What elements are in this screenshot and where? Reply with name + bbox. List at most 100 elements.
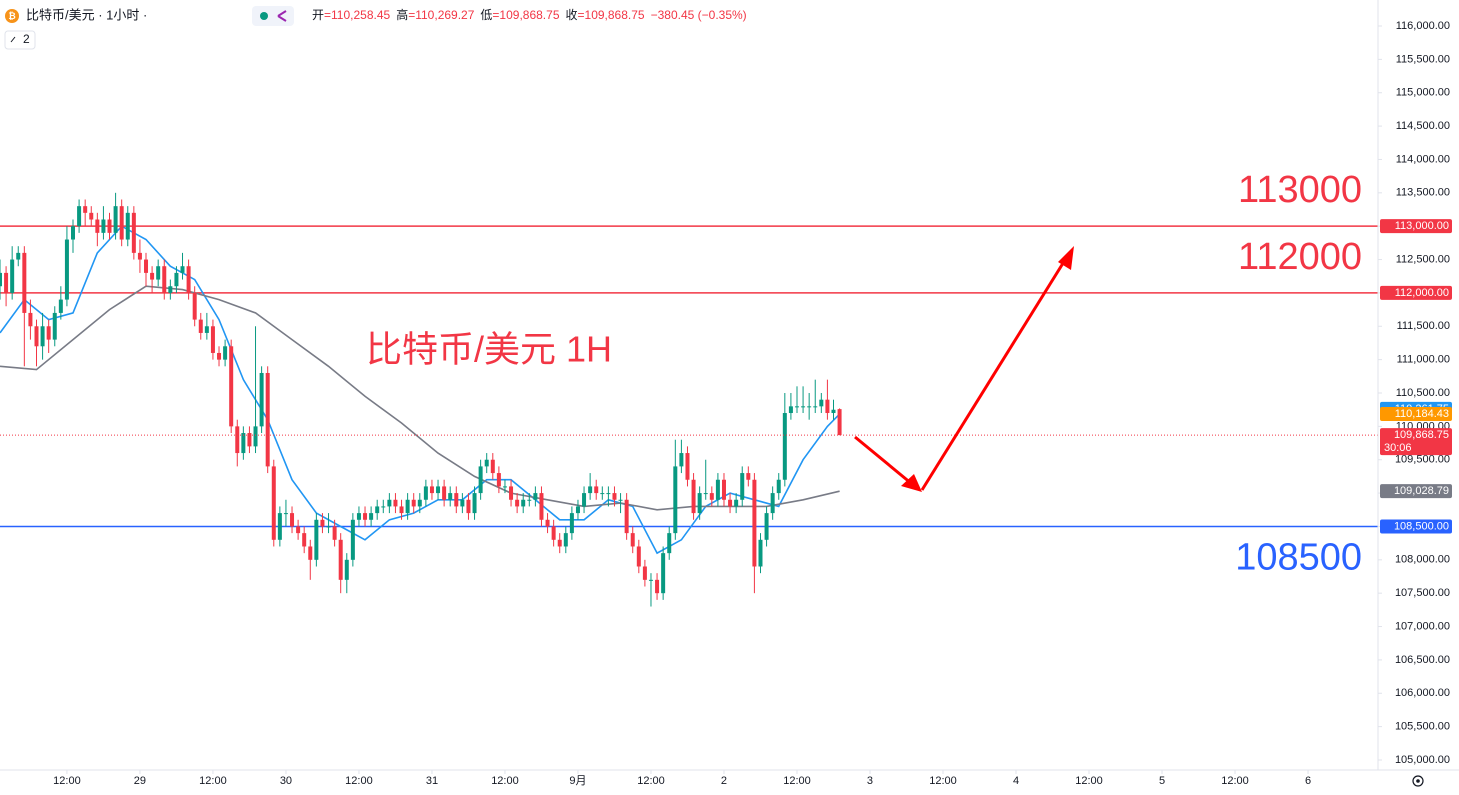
y-tick-label: 115,500.00 (1396, 53, 1450, 65)
candle-body (472, 493, 477, 514)
y-tick-label: 107,500.00 (1395, 587, 1450, 599)
candle-body (782, 413, 787, 480)
x-tick-label: 12:00 (1221, 775, 1249, 787)
level-label: 113000 (1238, 169, 1362, 211)
candle-body (642, 566, 647, 580)
x-tick-label: 29 (134, 775, 146, 787)
candle-body (594, 486, 599, 494)
candle-body (369, 513, 374, 520)
candle-body (679, 453, 684, 467)
candle-body (350, 519, 355, 560)
y-tick-label: 106,500.00 (1395, 654, 1450, 666)
indicator-toggle[interactable] (252, 6, 294, 26)
candle-body (478, 466, 483, 494)
candle-body (563, 533, 568, 547)
candle-body (356, 513, 361, 520)
y-tick-label: 109,500.00 (1395, 454, 1450, 466)
candle-body (125, 212, 130, 240)
candle-body (740, 473, 745, 500)
level-tag (1380, 285, 1452, 300)
candle-body (253, 426, 258, 447)
candle-body (71, 226, 76, 240)
candle-body (484, 459, 489, 467)
candle-body (515, 499, 520, 507)
candle-body (551, 526, 556, 540)
candle-body (265, 372, 270, 467)
candle-body (247, 433, 252, 447)
candle-body (715, 479, 720, 500)
candle-body (460, 499, 465, 507)
candle-body (502, 486, 507, 488)
x-tick-label: 5 (1159, 775, 1165, 787)
price-tag-label: 110,184.43 (1395, 408, 1449, 420)
x-tick-label: 12:00 (929, 775, 957, 787)
candle-body (728, 499, 733, 507)
candle-body (0, 272, 2, 287)
candle-body (423, 486, 428, 500)
level-tag-label: 108,500.00 (1394, 520, 1449, 532)
candle-body (174, 272, 179, 287)
ohlc-label: 开 (312, 8, 324, 22)
candle-body (235, 426, 240, 454)
candle-body (64, 239, 69, 300)
candle-body (813, 406, 818, 408)
candle-body (691, 479, 696, 514)
candle-body (338, 539, 343, 580)
candle-body (429, 486, 434, 494)
candle-body (496, 473, 501, 487)
settings-button[interactable] (1412, 775, 1424, 787)
candle-body (436, 486, 441, 494)
x-tick-label: 6 (1305, 775, 1311, 787)
share-icon (277, 10, 287, 22)
candle-body (582, 493, 587, 507)
candle-body (533, 493, 538, 500)
candle-body (734, 499, 739, 507)
candle-body (801, 406, 806, 408)
x-tick-label: 9月 (569, 775, 586, 787)
level-tag-label: 112,000.00 (1395, 287, 1449, 299)
candle-body (667, 533, 672, 554)
candle-body (442, 486, 447, 500)
candle-body (411, 499, 416, 507)
candle-body (758, 539, 763, 567)
settings-button-center (1416, 779, 1420, 783)
indicators-badge[interactable] (4, 30, 36, 50)
y-tick-label: 105,500.00 (1395, 721, 1450, 733)
collapse-icon (10, 36, 16, 43)
candle-body (192, 292, 197, 320)
candle-body (618, 499, 623, 501)
candle-body (4, 272, 9, 293)
candle-body (825, 399, 830, 414)
candle-body (509, 486, 514, 500)
candle-body (144, 259, 149, 273)
candle-body (101, 219, 106, 233)
x-tick-label: 2 (721, 775, 727, 787)
candle-body (612, 493, 617, 500)
candle-body (788, 406, 793, 414)
x-tick-label: 12:00 (199, 775, 227, 787)
candle-body (673, 466, 678, 534)
candle-body (794, 406, 799, 408)
candle-body (746, 473, 751, 480)
candle-body (83, 206, 88, 213)
candle-body (162, 266, 167, 293)
ohlc-header: 开=110,258.45 高=110,269.27 低=109,868.75 收=10… (312, 7, 747, 22)
candle-body (624, 499, 629, 534)
y-tick-label: 111,000.00 (1397, 354, 1450, 366)
candle-body (685, 453, 690, 480)
candle-body (545, 519, 550, 527)
moving-average (0, 225, 841, 555)
candle-body (198, 319, 203, 333)
candle-body (490, 459, 495, 474)
candle-body (22, 252, 27, 313)
candle-body (107, 219, 112, 233)
candle-body (648, 579, 653, 581)
price-tag (1380, 407, 1452, 422)
candle-body (28, 312, 33, 327)
price-countdown: 30:06 (1384, 442, 1412, 454)
candle-body (40, 326, 45, 347)
candle-body (837, 409, 842, 436)
symbol-title[interactable]: 比特币/美元 · 1小时 · (26, 7, 147, 22)
candle-body (52, 312, 57, 340)
